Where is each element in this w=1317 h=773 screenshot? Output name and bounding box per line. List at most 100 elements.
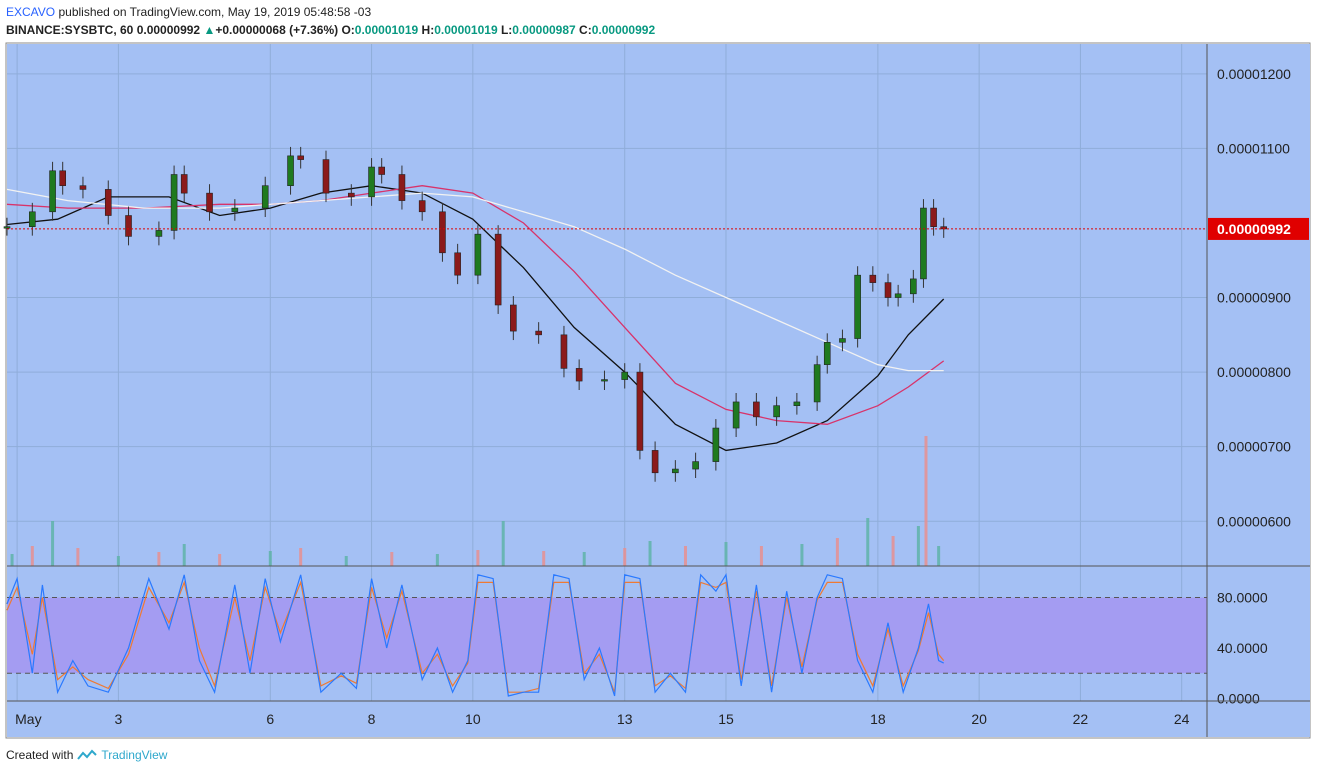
time-tick-label: 13 (617, 711, 633, 727)
candle-body (854, 274, 861, 339)
candle-body (712, 427, 720, 462)
volume-bar (390, 552, 394, 566)
volume-bar (683, 546, 687, 566)
moving-average-mid-line (6, 185, 945, 425)
last-price-label: 0.00000992 (1217, 221, 1291, 237)
volume-bar (501, 521, 505, 566)
candle-body (104, 189, 112, 216)
volume-bar (476, 550, 480, 566)
candle-body (823, 341, 831, 365)
time-tick-label: 20 (971, 711, 987, 727)
candle-body (378, 166, 385, 175)
change-value: +0.00000068 (+7.36%) (215, 23, 339, 37)
tradingview-brand[interactable]: TradingView (101, 748, 168, 762)
high-value: 0.00001019 (434, 23, 498, 37)
time-tick-label: 18 (870, 711, 886, 727)
volume-bar (916, 526, 920, 566)
close-label: C: (579, 23, 592, 37)
candle-body (753, 401, 760, 418)
candle-body (920, 207, 927, 280)
volume-bar (724, 542, 728, 566)
candle-body (494, 233, 502, 306)
candle-body (454, 252, 461, 276)
volume-bar (582, 552, 586, 566)
axes: May 3 6 8 10 13 15 18 20 22 24 0.00001200 0.00001100… (7, 44, 1310, 737)
volume-bar (10, 554, 14, 566)
candle-body (59, 170, 66, 186)
last-price-tag (1208, 217, 1309, 240)
candle-body (170, 174, 178, 231)
candle-body (636, 371, 644, 451)
candle-body (474, 233, 482, 276)
volume-bar (623, 548, 627, 566)
stochastic-k-line (6, 573, 944, 697)
time-tick-label: 15 (718, 711, 734, 727)
stochastic-tick-label: 80.0000 (1217, 590, 1268, 606)
candle-body (869, 274, 877, 283)
ohlc-line: BINANCE:SYSBTC, 60 0.00000992 ▲+0.000000… (6, 23, 655, 37)
volume-bar (116, 556, 120, 566)
volume-bar (157, 552, 161, 566)
time-tick-label: 10 (465, 711, 481, 727)
time-tick-label: 24 (1174, 711, 1190, 727)
candle-body (49, 170, 56, 213)
candle-body (894, 293, 902, 298)
candle-body (793, 401, 801, 406)
low-value: 0.00000987 (512, 23, 576, 37)
price-axis-background (1207, 44, 1310, 701)
candle-body (884, 282, 892, 298)
candle-body (29, 211, 36, 228)
publish-line: EXCAVO published on TradingView.com, May… (6, 5, 371, 19)
candle-body (180, 174, 188, 194)
candle-body (348, 192, 355, 198)
candle-body (125, 215, 132, 237)
price-series (3, 146, 1207, 482)
candle-body (930, 207, 937, 228)
candle-body (287, 155, 294, 186)
candle-body (672, 468, 679, 474)
low-label: L: (500, 23, 513, 37)
stochastic-band (7, 597, 1207, 674)
candle-body (439, 211, 446, 254)
symbol-label: BINANCE:SYSBTC, 60 (6, 23, 134, 37)
grid (7, 44, 1207, 701)
volume-bar (76, 548, 80, 566)
open-value: 0.00001019 (354, 23, 419, 37)
stochastic-pane (6, 565, 1310, 697)
volume-bar (648, 541, 652, 566)
time-tick-label: 3 (114, 711, 122, 727)
price-tick-label: 0.00000900 (1217, 290, 1291, 306)
published-text: published on TradingView.com, May 19, 20… (58, 5, 372, 19)
volume-bar (51, 521, 55, 566)
candle-body (621, 371, 629, 380)
candle-body (231, 207, 239, 213)
candle-body (206, 192, 213, 213)
candle-body (732, 401, 740, 429)
volume-bar (866, 518, 870, 566)
candle-body (398, 174, 406, 201)
volume-bar (924, 436, 928, 566)
volume-bar (891, 536, 895, 566)
price-tick-label: 0.00000700 (1217, 439, 1291, 455)
time-tick-label: May (15, 711, 41, 727)
candle-body (510, 304, 517, 332)
candle-body (322, 159, 330, 194)
candle-body (773, 405, 780, 418)
time-tick-label: 6 (266, 711, 274, 727)
volume-bar (759, 546, 763, 566)
volume-bar (800, 544, 804, 566)
volume-bar (30, 546, 34, 566)
volume-bars (10, 436, 941, 566)
volume-bar (299, 548, 303, 566)
time-tick-label: 22 (1073, 711, 1089, 727)
volume-bar (268, 551, 272, 566)
volume-bar (435, 554, 439, 566)
up-arrow-icon: ▲ (203, 23, 216, 37)
close-value: 0.00000992 (591, 23, 656, 37)
candle-body (910, 278, 917, 295)
price-tick-label: 0.00001200 (1217, 66, 1291, 82)
volume-bar (218, 554, 222, 566)
price-tick-label: 0.00000800 (1217, 364, 1291, 380)
author-name[interactable]: EXCAVO (6, 5, 56, 19)
